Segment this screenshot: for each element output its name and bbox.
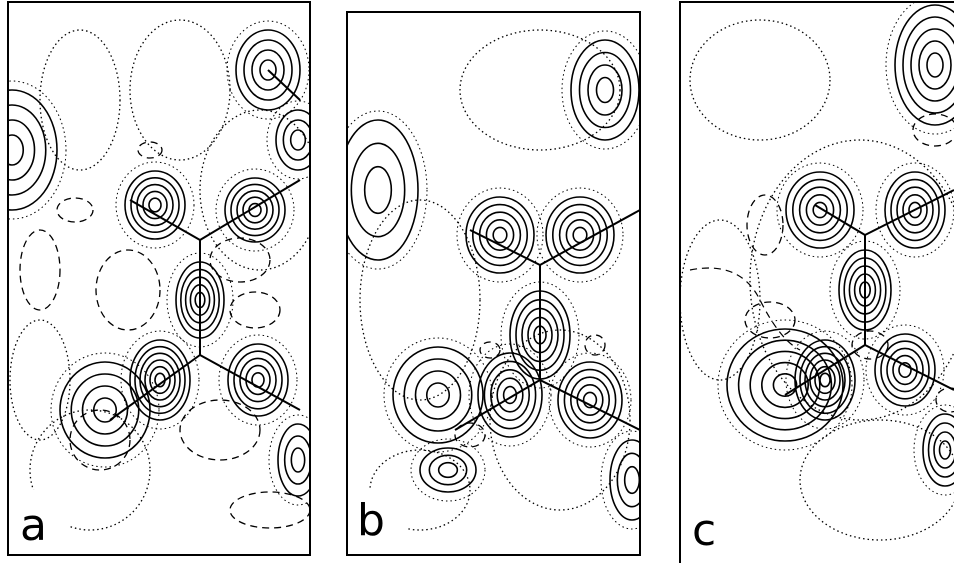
contour-outer xyxy=(0,81,66,219)
contour xyxy=(228,344,288,416)
contour xyxy=(625,467,640,494)
contour xyxy=(895,5,954,125)
contour xyxy=(497,378,523,412)
contour xyxy=(1,135,24,165)
contour-outer xyxy=(537,188,623,282)
contour xyxy=(881,341,929,399)
contour xyxy=(246,366,270,395)
contour xyxy=(0,120,35,180)
contour xyxy=(291,448,304,472)
dashed-contour xyxy=(57,198,93,222)
dashed-contour xyxy=(913,114,954,146)
contour-outer xyxy=(562,31,648,149)
contour xyxy=(338,120,418,260)
dashed-contour xyxy=(480,342,500,358)
bond xyxy=(110,355,200,420)
contour-outer xyxy=(886,0,954,134)
contour xyxy=(793,180,847,241)
dotted-contour xyxy=(200,110,320,270)
contour xyxy=(927,53,943,77)
dotted-contour xyxy=(130,20,230,160)
contour xyxy=(234,351,282,409)
contour-line xyxy=(690,268,800,350)
contour xyxy=(231,184,279,235)
dashed-contour xyxy=(210,238,270,282)
contour xyxy=(617,453,646,506)
contour xyxy=(571,40,639,140)
contour xyxy=(429,455,466,484)
bond xyxy=(470,230,540,265)
contour-outer xyxy=(116,162,194,248)
contour xyxy=(566,220,593,250)
contour xyxy=(727,329,843,441)
contour xyxy=(351,143,404,236)
contour xyxy=(558,362,622,438)
dashed-contour xyxy=(745,302,795,338)
panel-b-map xyxy=(329,30,663,530)
contour xyxy=(875,334,935,406)
contour-outer xyxy=(469,344,551,446)
figure: a b c xyxy=(0,0,954,563)
contour xyxy=(773,374,796,396)
contour xyxy=(564,370,615,431)
contour xyxy=(149,198,161,212)
contour xyxy=(365,167,392,214)
contour xyxy=(291,130,306,150)
contour xyxy=(580,53,631,128)
dashed-contour xyxy=(180,400,260,460)
dotted-contour xyxy=(690,20,830,140)
dashed-contour xyxy=(230,292,280,328)
contour xyxy=(553,205,607,266)
dashed-contour xyxy=(20,230,60,310)
contour xyxy=(140,353,180,406)
dotted-contour xyxy=(680,220,760,380)
contour xyxy=(597,78,614,103)
dashed-contour xyxy=(747,195,783,255)
contour-outer xyxy=(121,331,199,429)
contour xyxy=(225,178,285,242)
contour xyxy=(786,172,854,248)
contour xyxy=(493,227,507,242)
dashed-contour xyxy=(230,492,310,528)
dotted-contour xyxy=(40,30,120,170)
panel-c-frame xyxy=(680,2,954,563)
contour-outer xyxy=(216,169,294,251)
bond xyxy=(785,345,865,395)
panel-c-map xyxy=(680,0,954,540)
contour xyxy=(285,436,312,484)
panel-a-frame xyxy=(8,2,310,555)
contour xyxy=(466,197,534,273)
contour xyxy=(919,41,951,89)
contour-outer xyxy=(219,335,297,425)
contour xyxy=(283,120,312,160)
contour-outer xyxy=(777,163,863,257)
dashed-contour xyxy=(585,335,605,355)
contour xyxy=(739,340,832,430)
contour xyxy=(135,347,185,414)
dashed-contour xyxy=(96,250,160,330)
contour-outer xyxy=(329,111,427,269)
contour xyxy=(750,351,820,418)
bond xyxy=(540,210,640,265)
contour xyxy=(806,195,833,225)
panel-label: c xyxy=(692,505,716,556)
panel-label: a xyxy=(20,500,47,551)
contour xyxy=(478,353,542,437)
contour xyxy=(940,441,951,459)
contour xyxy=(125,171,185,239)
contour-outer xyxy=(457,188,543,282)
panel-a-map xyxy=(0,20,329,530)
contour xyxy=(911,29,954,101)
dashed-contour xyxy=(138,142,162,158)
contour xyxy=(820,373,830,386)
panel-label: b xyxy=(357,495,385,546)
contour-outer xyxy=(866,325,944,415)
contour xyxy=(439,463,458,478)
contour xyxy=(546,197,614,273)
